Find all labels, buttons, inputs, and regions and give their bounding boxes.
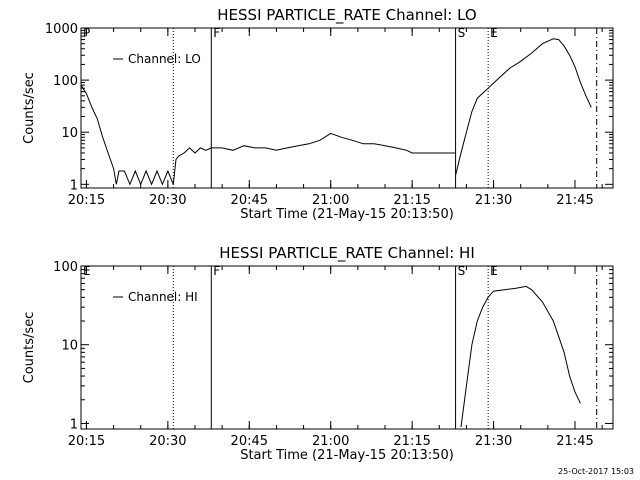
- y-tick-label: 1: [70, 178, 78, 193]
- y-tick-label: 1: [70, 417, 78, 432]
- event-marker-label: F: [213, 264, 220, 278]
- x-tick-label: 21:00: [312, 434, 349, 449]
- x-tick-label: 21:15: [393, 193, 430, 208]
- x-tick-label: 21:30: [475, 434, 512, 449]
- x-tick-label: 20:30: [149, 434, 186, 449]
- panel-2: HESSI PARTICLE_RATE Channel: HI 20:15 20:3…: [22, 244, 614, 463]
- x-axis: 20:15 20:30 20:45 21:00 21:15 21:30 21:45: [68, 266, 603, 449]
- x-tick-label: 21:45: [556, 193, 593, 208]
- event-marker-label: F: [213, 26, 220, 40]
- series-line: [455, 38, 592, 176]
- y-axis: 1 10 100: [53, 260, 613, 432]
- x-tick-label: 21:30: [475, 193, 512, 208]
- x-tick-label: 21:00: [312, 193, 349, 208]
- y-axis: 1 10 100 1000: [45, 22, 613, 193]
- event-marker-label: E: [490, 26, 498, 40]
- x-tick-label: 21:15: [393, 434, 430, 449]
- panel-1: HESSI PARTICLE_RATE Channel: LO 20:15 20:3…: [22, 6, 614, 222]
- x-tick-label: 20:30: [149, 193, 186, 208]
- y-tick-label: 1000: [45, 22, 78, 37]
- series-line: [460, 285, 581, 428]
- event-marker-label: S: [458, 26, 466, 40]
- y-axis-label: Counts/sec: [22, 72, 37, 144]
- event-marker-label: S: [458, 264, 466, 278]
- y-tick-label: 10: [61, 126, 78, 141]
- edge-marker-label: P: [83, 26, 90, 40]
- plot-frame: [80, 27, 614, 189]
- series-line: [81, 84, 456, 186]
- chart-title: HESSI PARTICLE_RATE Channel: HI: [219, 244, 475, 263]
- x-axis-label: Start Time (21-May-15 20:13:50): [240, 207, 454, 222]
- x-tick-label: 20:45: [231, 193, 268, 208]
- y-tick-label: 100: [53, 74, 78, 89]
- legend: Channel: LO: [113, 52, 201, 66]
- edge-marker-label: E: [83, 264, 91, 278]
- legend-label: Channel: HI: [128, 290, 198, 304]
- y-tick-label: 10: [61, 339, 78, 354]
- y-tick-label: 100: [53, 260, 78, 275]
- chart-title: HESSI PARTICLE_RATE Channel: LO: [217, 6, 476, 25]
- legend: Channel: HI: [113, 290, 198, 304]
- x-tick-label: 20:15: [68, 193, 105, 208]
- plot-frame: [80, 265, 614, 430]
- x-axis: 20:15 20:30 20:45 21:00 21:15 21:30 21:45: [68, 28, 603, 208]
- legend-label: Channel: LO: [128, 52, 201, 66]
- x-tick-label: 21:45: [556, 434, 593, 449]
- x-tick-label: 20:45: [231, 434, 268, 449]
- x-tick-label: 20:15: [68, 434, 105, 449]
- footer-timestamp: 25-Oct-2017 15:03: [558, 467, 634, 476]
- x-axis-label: Start Time (21-May-15 20:13:50): [240, 448, 454, 463]
- event-marker-label: E: [490, 264, 498, 278]
- y-axis-label: Counts/sec: [22, 312, 37, 384]
